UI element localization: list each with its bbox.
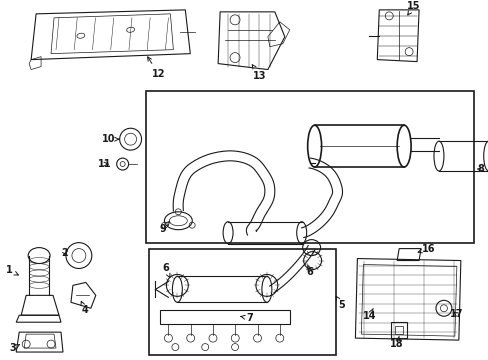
Text: 14: 14: [362, 309, 375, 321]
Text: 15: 15: [407, 1, 420, 15]
Text: 4: 4: [81, 301, 88, 315]
Text: 2: 2: [61, 248, 68, 257]
Text: 5: 5: [335, 296, 344, 310]
Text: 7: 7: [240, 313, 253, 323]
Text: 9: 9: [159, 221, 169, 234]
Text: 18: 18: [389, 336, 403, 349]
Text: 13: 13: [252, 65, 266, 81]
Text: 16: 16: [417, 244, 435, 253]
Text: 12: 12: [147, 57, 165, 78]
Bar: [394, 326, 402, 334]
Text: 1: 1: [6, 265, 19, 275]
Bar: [148, 249, 335, 355]
Text: 11: 11: [98, 159, 111, 169]
Bar: [145, 91, 473, 243]
Bar: [390, 322, 407, 338]
Text: 8: 8: [476, 164, 483, 174]
Text: 3: 3: [10, 343, 20, 353]
Text: 10: 10: [102, 134, 119, 144]
Text: 17: 17: [449, 309, 463, 319]
Text: 6: 6: [162, 264, 169, 278]
Text: 6: 6: [305, 265, 312, 278]
Bar: [160, 310, 289, 324]
